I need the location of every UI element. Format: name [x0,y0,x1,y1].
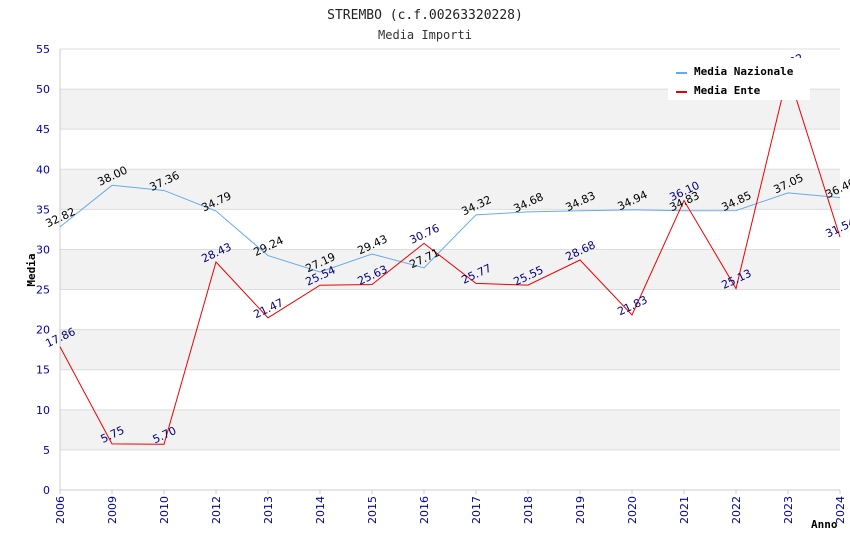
x-tick-label: 2013 [262,496,275,524]
x-tick-label: 2023 [782,496,795,524]
x-tick-label: 2022 [730,496,743,524]
x-tick-label: 2024 [834,496,847,524]
x-ticks: 2006 2009 2010 2012 2013 2014 2015 2016 2017 2018… [54,490,847,524]
x-tick-label: 2006 [54,496,67,524]
y-tick-label: 45 [36,123,50,136]
y-tick-label: 20 [36,324,50,337]
x-tick-label: 2021 [678,496,691,524]
x-tick-label: 2009 [106,496,119,524]
legend-box [668,58,810,100]
y-tick-label: 0 [43,484,50,497]
y-tick-label: 30 [36,243,50,256]
data-label-ente: 31.54 [823,215,850,240]
grid-band [60,249,840,290]
y-axis-label: Media [25,253,38,286]
grid-bands [60,89,840,450]
y-tick-label: 40 [36,163,50,176]
x-tick-label: 2012 [210,496,223,524]
chart-subtitle: Media Importi [378,28,472,42]
series-line-nazionale [59,184,841,273]
x-tick-label: 2010 [158,496,171,524]
y-tick-label: 25 [36,284,50,297]
y-tick-label: 5 [43,444,50,457]
y-tick-label: 55 [36,43,50,56]
x-axis-label: Anno [811,518,838,531]
legend-label-nazionale: Media Nazionale [694,65,794,78]
series-line-ente [59,71,841,445]
x-tick-label: 2017 [470,496,483,524]
x-tick-label: 2019 [574,496,587,524]
x-tick-label: 2018 [522,496,535,524]
y-tick-label: 15 [36,364,50,377]
data-label-ente: 30.76 [407,222,441,247]
legend-label-ente: Media Ente [694,84,761,97]
series-lines [59,71,841,445]
y-tick-label: 35 [36,203,50,216]
x-tick-label: 2020 [626,496,639,524]
legend: Media Nazionale Media Ente [668,58,810,100]
grid-band [60,409,840,450]
chart-title: STREMBO (c.f.00263320228) [327,8,523,23]
y-tick-label: 10 [36,404,50,417]
grid-band [60,329,840,370]
y-tick-label: 50 [36,83,50,96]
x-tick-label: 2014 [314,496,327,524]
grid-lines [60,48,840,491]
y-ticks: 0 5 10 15 20 25 30 35 40 45 50 55 [36,43,50,497]
x-tick-label: 2015 [366,496,379,524]
x-tick-label: 2016 [418,496,431,524]
grid-band [60,169,840,210]
